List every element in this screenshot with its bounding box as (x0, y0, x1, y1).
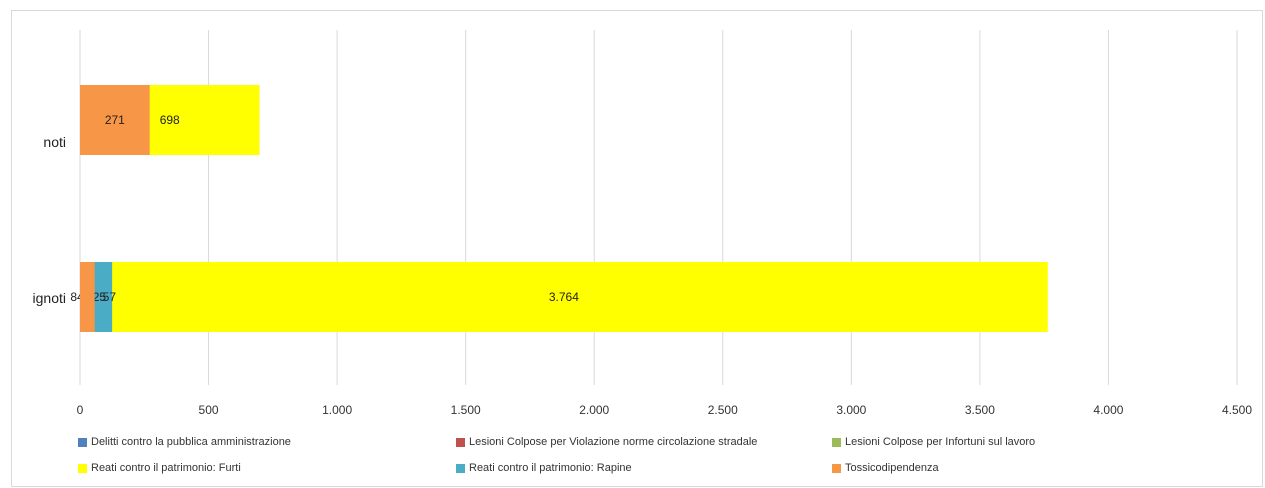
legend-label: Reati contro il patrimonio: Rapine (469, 462, 632, 474)
chart-border (11, 10, 1263, 487)
legend-item: Reati contro il patrimonio: Rapine (456, 462, 632, 474)
legend-label: Lesioni Colpose per Violazione norme cir… (469, 436, 758, 448)
x-tick-label: 4.000 (1093, 403, 1123, 417)
legend-item: Lesioni Colpose per Infortuni sul lavoro (832, 436, 1035, 448)
x-tick-label: 4.500 (1222, 403, 1252, 417)
legend-swatch (456, 437, 465, 447)
category-label: ignoti (33, 290, 66, 306)
data-label: 57 (103, 290, 117, 304)
x-tick-label: 2.000 (579, 403, 609, 417)
legend-swatch (78, 437, 87, 447)
legend-swatch (832, 463, 841, 473)
legend-item: Reati contro il patrimonio: Furti (78, 462, 241, 474)
x-tick-label: 0 (77, 403, 84, 417)
data-label: 698 (160, 113, 180, 127)
x-tick-label: 1.000 (322, 403, 352, 417)
legend-label: Delitti contro la pubblica amministrazio… (91, 436, 291, 448)
legend-label: Lesioni Colpose per Infortuni sul lavoro (845, 436, 1036, 448)
legend-item: Tossicodipendenza (832, 462, 939, 474)
legend-item: Lesioni Colpose per Violazione norme cir… (456, 436, 757, 448)
data-label: 3.764 (549, 290, 579, 304)
x-tick-label: 500 (199, 403, 219, 417)
x-tick-label: 3.500 (965, 403, 995, 417)
category-label: noti (43, 134, 66, 150)
legend-swatch (832, 437, 841, 447)
legend-label: Reati contro il patrimonio: Furti (91, 462, 241, 474)
legend-item: Delitti contro la pubblica amministrazio… (78, 436, 291, 448)
legend-label: Tossicodipendenza (845, 462, 939, 474)
x-tick-label: 3.000 (836, 403, 866, 417)
bar-segment (80, 85, 150, 155)
bar-segment (80, 262, 95, 332)
x-tick-label: 1.500 (451, 403, 481, 417)
data-label: 271 (105, 113, 125, 127)
legend-swatch (78, 463, 87, 473)
legend-swatch (456, 463, 465, 473)
bar-segment (80, 262, 1048, 332)
x-tick-label: 2.500 (708, 403, 738, 417)
